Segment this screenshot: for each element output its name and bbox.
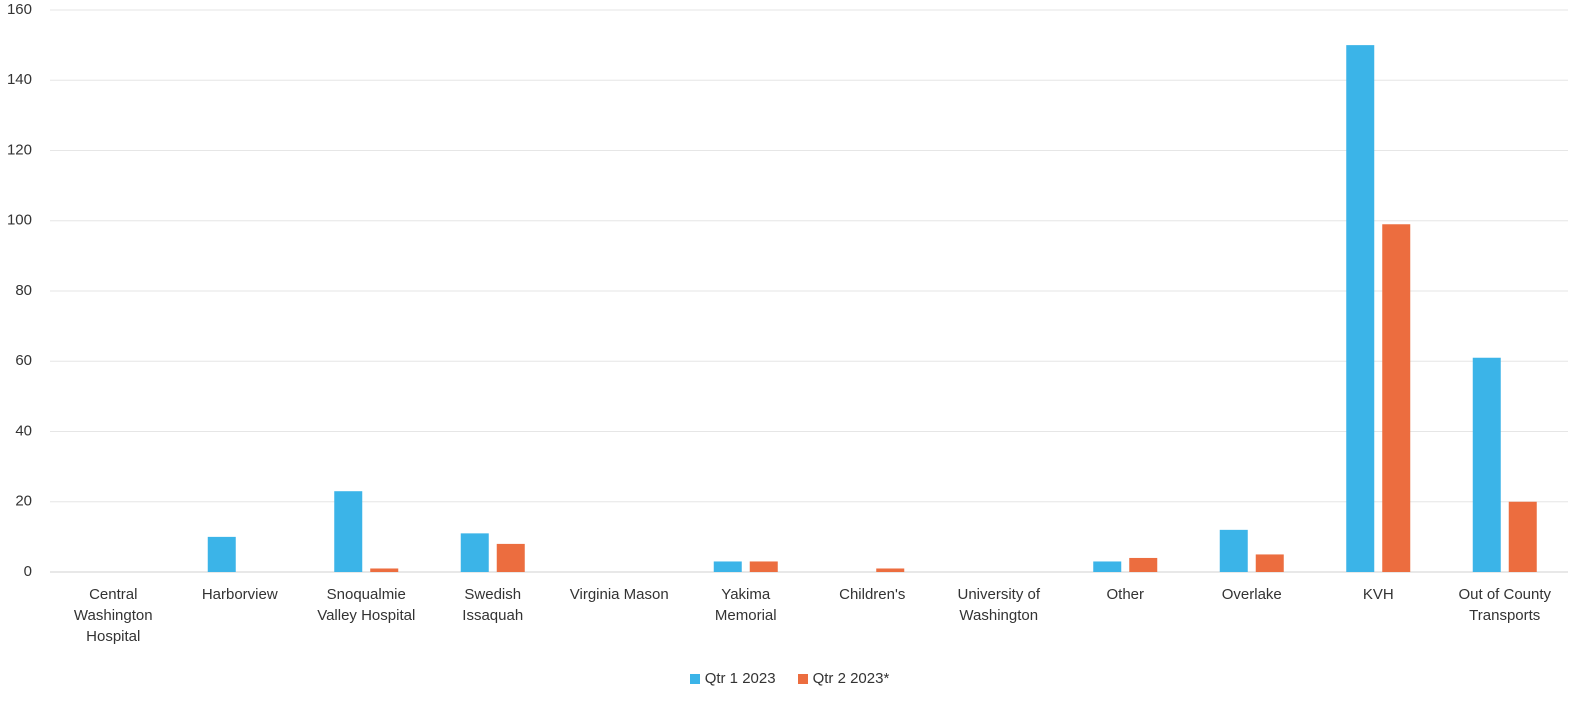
bar: [1219, 529, 1248, 572]
y-tick-label: 80: [15, 282, 32, 299]
x-tick-label: Overlake: [1221, 586, 1282, 603]
bar: [1472, 357, 1501, 572]
x-tick-label: University of Washington: [957, 586, 1041, 624]
y-tick-label: 120: [7, 141, 32, 158]
y-tick-label: 0: [24, 563, 32, 580]
x-tick-label: Other: [1106, 586, 1144, 603]
bar: [1382, 224, 1411, 572]
bar: [1508, 501, 1537, 572]
legend-label: Qtr 1 2023: [704, 670, 776, 687]
bar: [334, 491, 363, 572]
y-tick-label: 100: [7, 212, 32, 229]
legend-swatch: [797, 673, 808, 684]
bar: [496, 543, 525, 572]
y-tick-label: 20: [15, 493, 32, 510]
y-tick-label: 40: [15, 422, 32, 439]
y-tick-label: 160: [7, 1, 32, 18]
x-tick-label: Snoqualmie Valley Hospital: [317, 586, 416, 624]
bar: [1346, 45, 1375, 572]
bar: [713, 561, 742, 572]
legend: Qtr 1 2023 Qtr 2 2023*: [0, 670, 1579, 687]
legend-label: Qtr 2 2023*: [812, 670, 890, 687]
x-tick-label: Harborview: [201, 586, 278, 603]
bar: [1255, 554, 1284, 572]
bar: [1129, 557, 1158, 572]
x-tick-label: Out of County Transports: [1458, 586, 1552, 624]
x-tick-label: Yakima Memorial: [714, 586, 777, 624]
bar: [370, 568, 399, 572]
x-tick-label: Central Washington Hospital: [73, 586, 153, 645]
legend-item: Qtr 2 2023*: [797, 670, 890, 687]
bar: [749, 561, 778, 572]
x-tick-label: Children's: [839, 586, 906, 603]
x-tick-label: Virginia Mason: [569, 586, 669, 603]
legend-swatch: [689, 673, 700, 684]
bar: [207, 536, 236, 572]
y-tick-label: 60: [15, 352, 32, 369]
x-tick-label: Swedish Issaquah: [462, 586, 524, 624]
y-tick-label: 140: [7, 71, 32, 88]
bar: [460, 533, 489, 572]
x-tick-label: KVH: [1362, 586, 1394, 603]
legend-item: Qtr 1 2023: [689, 670, 776, 687]
bar: [1093, 561, 1122, 572]
bar: [876, 568, 905, 572]
